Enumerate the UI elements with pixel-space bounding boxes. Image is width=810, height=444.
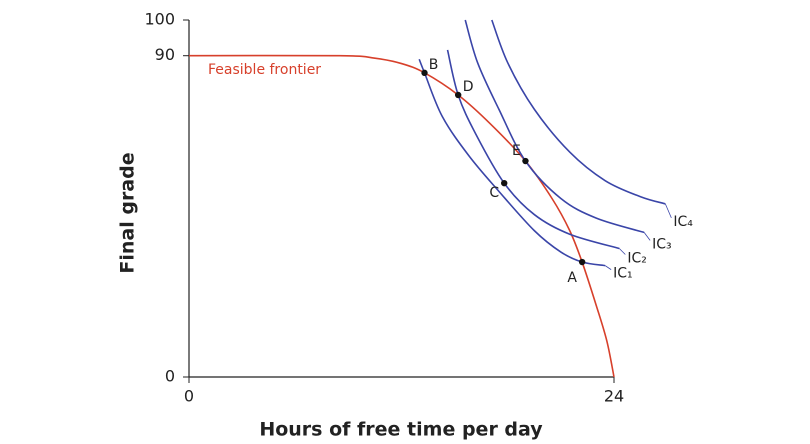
point — [454, 91, 462, 99]
legend-label: IC₂ — [627, 250, 647, 266]
point-label: E — [512, 143, 521, 159]
frontier-line — [188, 54, 615, 378]
legend-label: IC₁ — [613, 266, 633, 282]
point-label: C — [489, 185, 499, 201]
indifference-curve — [418, 58, 606, 267]
legend-label: IC₃ — [652, 236, 672, 252]
indifference-curve — [491, 19, 666, 205]
ic-label-leader — [604, 265, 612, 270]
point — [501, 179, 508, 187]
x-tick-label: 0 — [184, 387, 194, 406]
point-label: D — [463, 79, 474, 95]
point-label: B — [429, 57, 439, 73]
point — [578, 258, 586, 266]
point — [421, 69, 428, 77]
point — [522, 157, 529, 165]
ic-label-leader — [619, 248, 626, 255]
legend-label: IC₄ — [673, 214, 693, 230]
y-tick-label: 0 — [165, 367, 175, 386]
x-tick-label: 24 — [604, 387, 624, 406]
y-tick-label: 100 — [144, 10, 175, 29]
ic-label-leader — [643, 232, 651, 241]
y-tick-label: 90 — [155, 45, 175, 64]
point-label: A — [567, 270, 577, 286]
y-axis-label: Final grade — [117, 152, 139, 273]
frontier-label: Feasible frontier — [208, 62, 321, 78]
ic-label-leader — [664, 203, 672, 219]
x-axis-label: Hours of free time per day — [259, 419, 543, 441]
